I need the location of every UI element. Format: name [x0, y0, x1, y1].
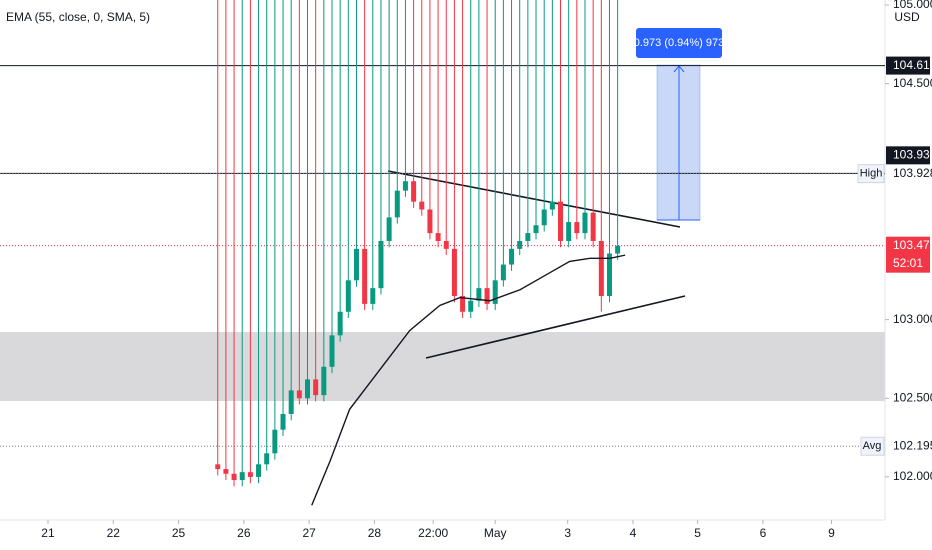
- countdown: 52:01: [893, 256, 923, 270]
- candle-body: [419, 201, 425, 210]
- candle-body: [321, 366, 327, 396]
- x-tick-label: May: [484, 526, 507, 540]
- currency: USD: [894, 10, 920, 24]
- trend-line: [425, 295, 686, 359]
- measure-box: [636, 28, 722, 58]
- candle-body: [549, 201, 555, 210]
- candle-body: [476, 288, 482, 301]
- price-label: 103.930: [893, 148, 932, 162]
- candle-body: [231, 473, 237, 481]
- candle-body: [296, 390, 302, 399]
- candle-body: [370, 288, 376, 304]
- candle-body: [247, 472, 253, 477]
- x-tick-label: 26: [237, 526, 251, 540]
- candle-body: [223, 469, 229, 474]
- candle-body: [598, 240, 604, 297]
- candle-body: [256, 464, 262, 477]
- last-price-box: [886, 236, 930, 273]
- candle-body: [272, 429, 278, 454]
- candle-body: [468, 300, 474, 312]
- candle-body: [345, 280, 351, 312]
- indicator-title: EMA (55, close, 0, SMA, 5): [6, 10, 150, 24]
- candle-body: [280, 413, 286, 430]
- candle-body: [443, 240, 449, 249]
- x-tick-label: 21: [41, 526, 55, 540]
- trend-line: [387, 170, 681, 228]
- candle-body: [558, 201, 564, 241]
- last-price-label: 103.470: [893, 238, 932, 252]
- x-tick-label: 22: [107, 526, 121, 540]
- candle-body: [590, 212, 596, 241]
- candle-body: [313, 379, 319, 396]
- x-tick-label: 27: [302, 526, 316, 540]
- candle-body: [606, 253, 612, 297]
- candle-body: [541, 209, 547, 226]
- candle-body: [378, 240, 384, 289]
- x-tick-label: 22:00: [418, 526, 448, 540]
- candle-body: [517, 240, 523, 249]
- y-tick-label: 103.000: [893, 312, 932, 326]
- x-tick-label: 6: [760, 526, 767, 540]
- x-tick-label: 3: [564, 526, 571, 540]
- candle-body: [239, 472, 245, 481]
- avg-tag-box: [860, 436, 885, 456]
- x-tick-label: 4: [630, 526, 637, 540]
- candle-body: [574, 222, 580, 234]
- candle-body: [615, 245, 621, 254]
- price-label-box: [886, 56, 930, 75]
- candle-body: [500, 264, 506, 281]
- avg-label: 102.195: [893, 438, 932, 452]
- high-tag: High: [860, 168, 883, 180]
- candle-body: [329, 335, 335, 367]
- candle-body: [451, 248, 457, 297]
- zone: [0, 332, 885, 401]
- candle-body: [386, 217, 392, 241]
- candle-body: [509, 248, 515, 265]
- high-tag-box: [857, 164, 885, 184]
- y-tick-label: 102.000: [893, 469, 932, 483]
- candle-body: [525, 233, 531, 241]
- candle-body: [566, 222, 572, 241]
- measure-label: 0.973 (0.94%) 973: [634, 37, 725, 49]
- candle-body: [337, 311, 343, 336]
- y-tick-label: 105.000: [893, 0, 932, 11]
- x-tick-label: 5: [694, 526, 701, 540]
- candle-body: [264, 453, 270, 465]
- x-tick-label: 9: [828, 526, 835, 540]
- candle-body: [288, 390, 294, 414]
- candle-body: [353, 248, 359, 281]
- candle-body: [582, 212, 588, 234]
- candle-body: [215, 464, 221, 470]
- price-label: 104.615: [893, 58, 932, 72]
- candle-body: [394, 190, 400, 218]
- candle-body: [402, 181, 408, 191]
- candle-body: [492, 280, 498, 304]
- avg-tag: Avg: [863, 440, 882, 452]
- candle-body: [411, 181, 417, 202]
- x-tick-label: 25: [172, 526, 186, 540]
- x-tick-label: 28: [368, 526, 382, 540]
- y-tick-label: 104.500: [893, 76, 932, 90]
- candle-body: [484, 288, 490, 304]
- price-label-box: [886, 146, 930, 165]
- high-label: 103.928: [893, 166, 932, 180]
- candle-body: [533, 225, 539, 234]
- candle-body: [362, 248, 368, 304]
- y-tick-label: 102.500: [893, 390, 932, 404]
- ema-line: [311, 254, 626, 506]
- candle-body: [305, 379, 311, 399]
- candle-body: [435, 233, 441, 241]
- candle-body: [460, 296, 466, 312]
- candle-body: [427, 209, 433, 234]
